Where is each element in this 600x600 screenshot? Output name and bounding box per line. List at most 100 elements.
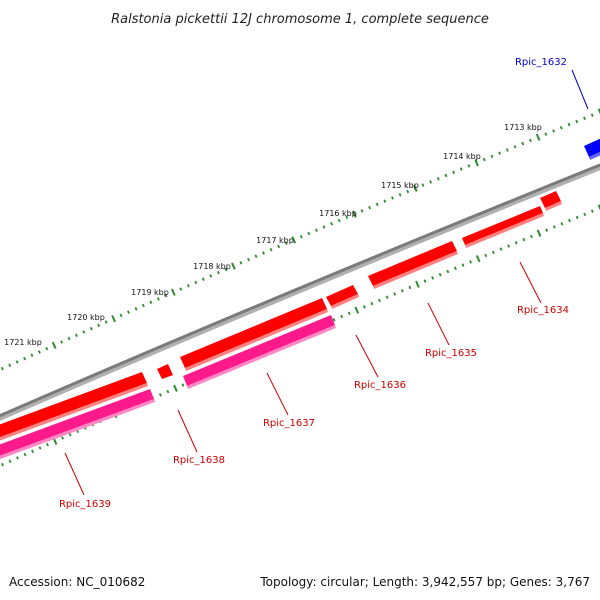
upper-scale-minor-tick (269, 248, 273, 252)
lower-scale-minor-tick (499, 247, 503, 251)
lower-scale-minor-tick (46, 442, 49, 447)
lower-scale-minor-tick (560, 222, 564, 226)
upper-scale-minor-tick (513, 145, 517, 149)
gene-rpic-1632[interactable] (584, 137, 600, 157)
upper-scale-minor-tick (89, 326, 93, 331)
upper-scale-minor-tick (82, 330, 86, 334)
upper-scale-minor-tick (254, 254, 258, 259)
lower-scale-minor-tick (461, 263, 465, 267)
lower-scale-minor-tick (347, 311, 351, 316)
upper-scale-minor-tick (552, 129, 556, 133)
lower-scale-minor-tick (16, 456, 19, 460)
upper-scale-minor-tick (186, 284, 190, 288)
upper-scale-minor-tick (179, 287, 183, 291)
lower-scale-minor-tick (431, 276, 435, 280)
gene-rpic-1638[interactable] (157, 364, 173, 379)
upper-scale-minor-tick (490, 154, 494, 159)
upper-scale-minor-tick (104, 320, 108, 324)
lower-scale-minor-tick (583, 212, 587, 217)
upper-scale-minor-tick (141, 303, 145, 308)
upper-scale-minor-tick (444, 173, 448, 178)
lower-scale-minor-tick (68, 432, 72, 437)
upper-scale-minor-tick (421, 183, 425, 187)
scale-label-1715: 1715 kbp (381, 181, 419, 190)
lower-scale-minor-tick (522, 237, 526, 242)
upper-scale-minor-tick (583, 116, 586, 121)
forward-strand-genes (0, 191, 562, 441)
upper-scale-minor-tick (436, 176, 440, 181)
lower-scale-minor-tick (181, 383, 185, 387)
upper-scale-minor-tick (383, 199, 387, 203)
upper-scale-minor-tick (224, 267, 228, 272)
lower-scale-minor-tick (423, 279, 427, 283)
upper-scale-minor-tick (60, 340, 64, 344)
upper-scale-minor-tick (67, 336, 71, 341)
map-title: Ralstonia pickettii 12J chromosome 1, co… (111, 12, 489, 27)
lower-scale-major-tick (415, 280, 420, 288)
lower-scale-minor-tick (453, 266, 457, 271)
upper-scale-minor-tick (467, 164, 471, 168)
scale-label-1720: 1720 kbp (67, 313, 105, 322)
lower-scale-minor-tick (491, 250, 495, 255)
upper-scale-minor-tick (74, 333, 78, 338)
lower-scale-minor-tick (332, 318, 336, 322)
upper-scale-minor-tick (482, 157, 486, 162)
gene-rpic-1639-reverse[interactable] (0, 389, 154, 458)
upper-scale-minor-tick (8, 363, 12, 368)
lower-scale-minor-tick (400, 289, 404, 293)
gene-rpic-1634-part[interactable] (540, 191, 561, 208)
lower-scale-minor-tick (530, 234, 533, 239)
lower-scale-minor-tick (166, 389, 170, 394)
upper-scale-minor-tick (194, 280, 198, 285)
lower-scale-minor-tick (408, 285, 412, 290)
upper-scale-minor-tick (567, 122, 571, 127)
upper-scale-minor-tick (368, 205, 372, 210)
lower-scale-minor-tick (362, 305, 366, 309)
upper-scale-minor-tick (345, 215, 349, 220)
gene-label-rpic-1637[interactable]: Rpic_1637 (263, 418, 315, 429)
gene-rpic-1639[interactable] (0, 372, 147, 439)
lower-scale-minor-tick (484, 253, 488, 258)
gene-label-rpic-1635[interactable]: Rpic_1635 (425, 348, 477, 359)
reverse-strand-genes (0, 315, 336, 460)
gene-rpic-1637-reverse[interactable] (183, 315, 335, 386)
upper-scale-minor-tick (45, 346, 49, 351)
upper-scale-minor-tick (429, 180, 433, 184)
upper-scale-minor-tick (127, 310, 130, 314)
lower-scale-minor-tick (438, 272, 442, 277)
lower-scale-minor-tick (446, 269, 450, 274)
upper-scale-minor-tick (156, 297, 160, 301)
upper-scale-minor-tick (398, 193, 402, 197)
accession-text: Accession: NC_010682 (9, 575, 145, 589)
gene-labels: Rpic_1632 Rpic_1634 Rpic_1635 Rpic_1636 … (59, 57, 569, 510)
gene-label-rpic-1636[interactable]: Rpic_1636 (354, 380, 406, 391)
gene-label-rpic-1632[interactable]: Rpic_1632 (515, 57, 567, 68)
upper-scale-minor-tick (0, 366, 4, 371)
summary-text: Topology: circular; Length: 3,942,557 bp… (259, 575, 590, 589)
scale-labels: 1713 kbp 1714 kbp 1715 kbp 1716 kbp 1717… (4, 123, 542, 347)
lower-scale-minor-tick (552, 225, 556, 229)
lower-scale-major-tick (475, 255, 481, 263)
upper-scale-minor-tick (299, 235, 303, 239)
gene-label-rpic-1639[interactable]: Rpic_1639 (59, 499, 111, 510)
lower-scale-minor-tick (590, 209, 594, 213)
gene-rpic-1637[interactable] (180, 298, 327, 368)
lower-scale-minor-tick (158, 393, 162, 397)
upper-scale-minor-tick (452, 170, 456, 175)
upper-scale-minor-tick (15, 360, 19, 364)
gene-rpic-1634[interactable] (462, 206, 543, 245)
upper-scale-minor-tick (590, 113, 594, 117)
gene-rpic-1636[interactable] (326, 285, 358, 306)
upper-scale-minor-tick (239, 261, 243, 265)
scale-label-1717: 1717 kbp (256, 236, 294, 245)
lower-scale-minor-tick (23, 452, 27, 457)
scale-label-1721: 1721 kbp (4, 338, 42, 347)
upper-scale-minor-tick (30, 353, 34, 357)
upper-scale-minor-tick (330, 222, 334, 226)
gene-label-rpic-1638[interactable]: Rpic_1638 (173, 455, 225, 466)
gene-rpic-1635[interactable] (368, 241, 457, 286)
gene-label-rpic-1634[interactable]: Rpic_1634 (517, 305, 569, 316)
upper-scale-minor-tick (37, 350, 41, 354)
lower-scale-minor-tick (469, 260, 473, 264)
